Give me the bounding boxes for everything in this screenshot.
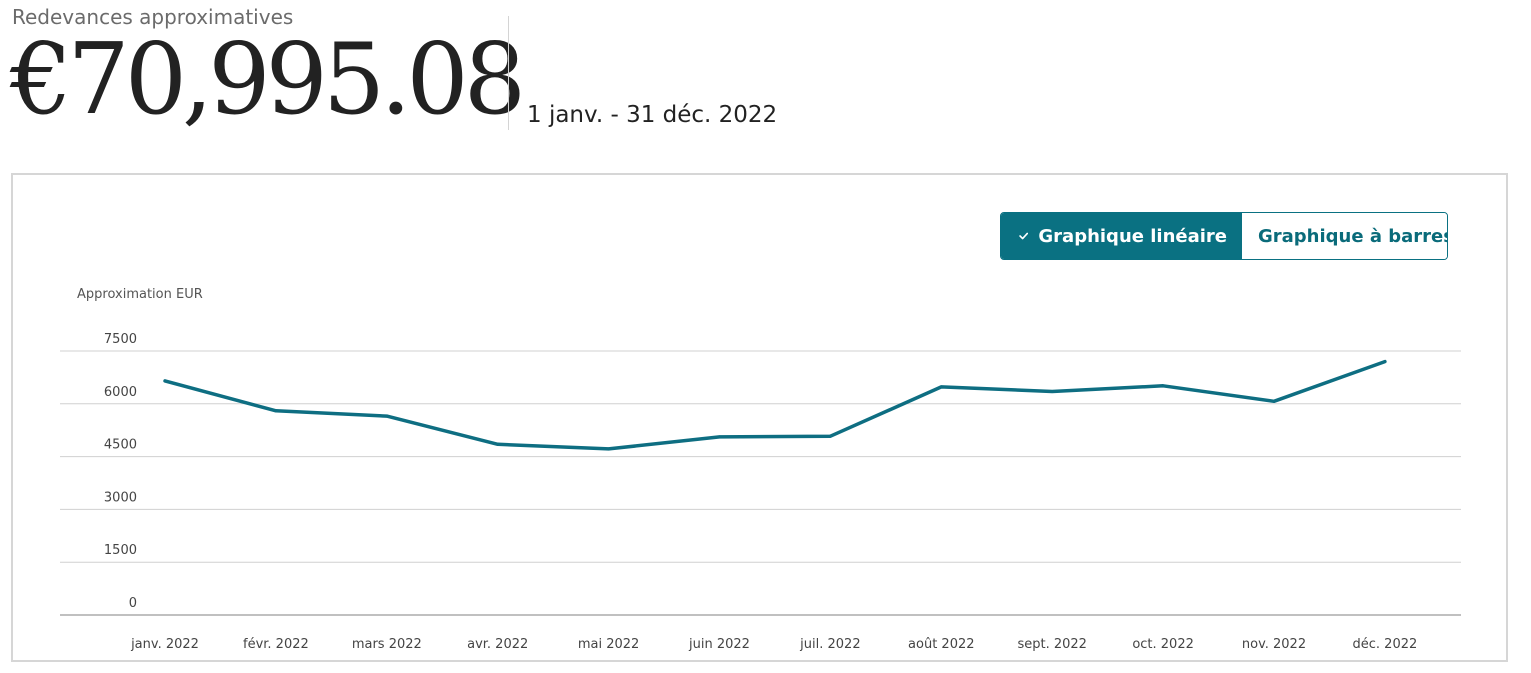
- data-point: [274, 409, 278, 413]
- bar-chart-button[interactable]: Graphique à barres: [1241, 213, 1447, 259]
- y-tick-label: 0: [129, 596, 137, 611]
- data-point: [718, 435, 721, 439]
- series-line: [163, 359, 1387, 451]
- page-title-label: Redevances approximatives: [12, 5, 294, 29]
- line-chart-button-label: Graphique linéaire: [1038, 225, 1227, 247]
- x-tick-label: juil. 2022: [799, 637, 860, 652]
- x-tick-label: juin 2022: [688, 637, 750, 652]
- y-tick-label: 3000: [104, 490, 137, 505]
- x-tick-label: avr. 2022: [467, 637, 528, 652]
- x-tick-label: janv. 2022: [130, 637, 199, 652]
- x-tick-label: mars 2022: [352, 637, 422, 652]
- x-tick-label: sept. 2022: [1017, 637, 1086, 652]
- x-tick-label: févr. 2022: [243, 637, 309, 652]
- y-tick-label: 4500: [104, 438, 137, 453]
- x-tick-label: nov. 2022: [1242, 637, 1306, 652]
- header-divider: [508, 16, 509, 130]
- data-point: [163, 379, 167, 383]
- date-range: 1 janv. - 31 déc. 2022: [527, 102, 778, 128]
- data-point: [1383, 360, 1387, 364]
- x-tick-label: mai 2022: [578, 637, 639, 652]
- x-tick-label: août 2022: [908, 637, 974, 652]
- line-chart: Approximation EUR 0 1500 3000 4500 6000 7500 ja…: [60, 287, 1461, 652]
- bar-chart-button-label: Graphique à barres: [1258, 225, 1448, 247]
- x-tick-label: oct. 2022: [1132, 637, 1194, 652]
- chart-type-toggle: Graphique linéaire Graphique à barres: [1000, 212, 1448, 260]
- data-point: [385, 414, 389, 418]
- data-point: [496, 442, 500, 446]
- total-royalties-amount: €70,995.08: [10, 23, 526, 137]
- data-point: [607, 447, 611, 451]
- data-point: [939, 385, 943, 389]
- line-chart-button[interactable]: Graphique linéaire: [1001, 213, 1241, 259]
- y-tick-label: 1500: [104, 543, 137, 558]
- check-icon: [1019, 232, 1029, 240]
- y-axis-title: Approximation EUR: [77, 287, 203, 302]
- y-tick-label: 6000: [104, 385, 137, 400]
- data-point: [1050, 389, 1054, 393]
- data-point: [828, 434, 832, 438]
- y-tick-label: 7500: [104, 332, 137, 347]
- x-tick-label: déc. 2022: [1353, 637, 1418, 652]
- data-point: [1161, 384, 1165, 388]
- chart-panel: Approximation EUR 0 1500 3000 4500 6000 7500 ja…: [11, 173, 1508, 662]
- data-point: [1272, 399, 1276, 403]
